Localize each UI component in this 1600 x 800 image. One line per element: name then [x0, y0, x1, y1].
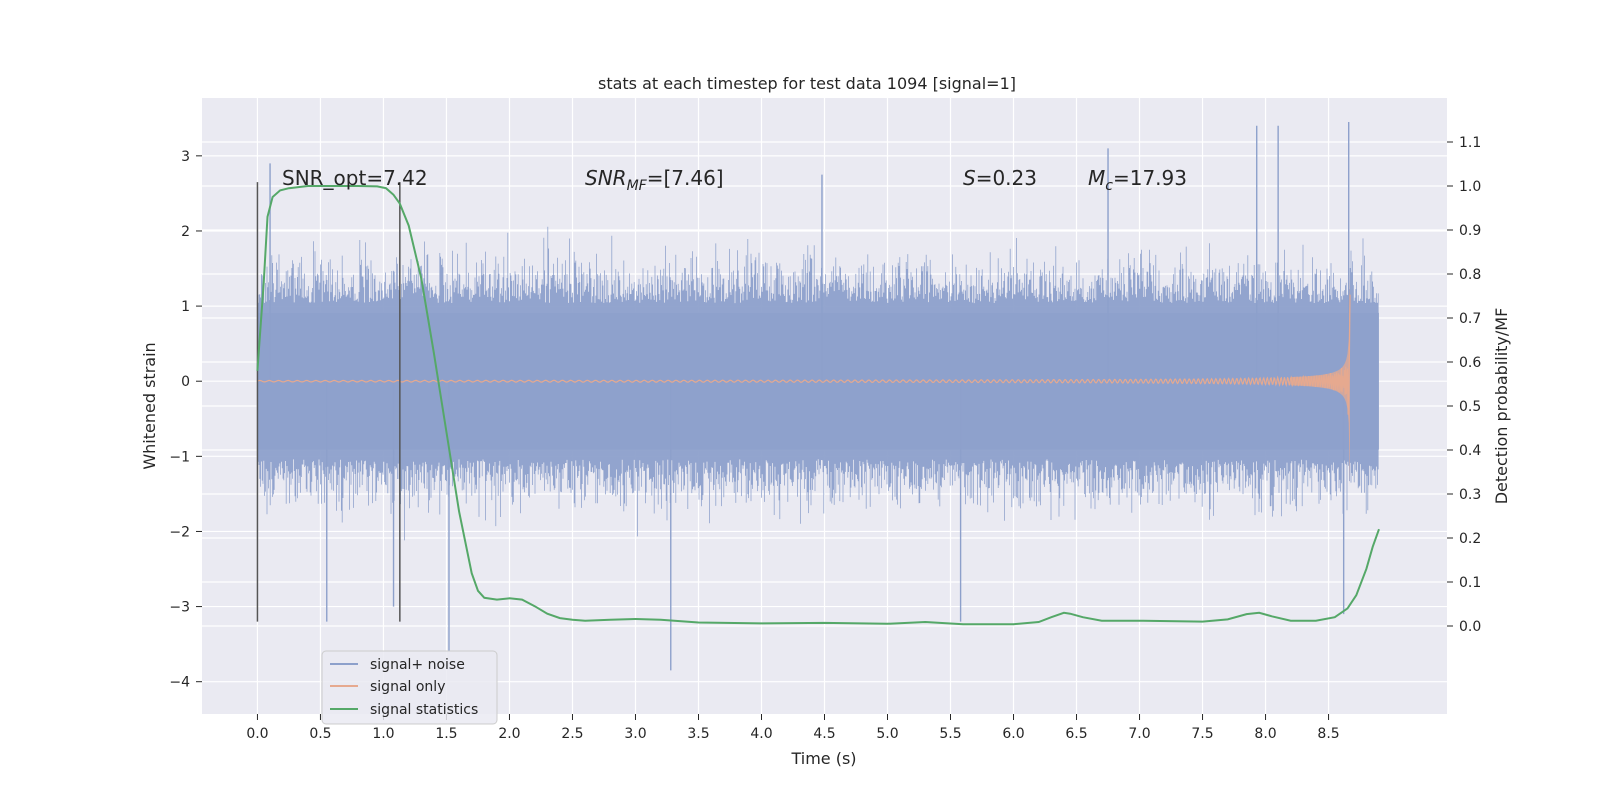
x-tick-label: 5.5: [939, 726, 961, 742]
x-tick-label: 2.0: [498, 726, 520, 742]
y-right-tick-label: 0.1: [1459, 575, 1481, 591]
snr-mf-value: =[7.46]: [647, 166, 724, 190]
y-right-tick-label: 0.5: [1459, 399, 1481, 415]
y-right-tick-label: 0.0: [1459, 619, 1481, 635]
y-right-tick-label: 1.0: [1459, 179, 1481, 195]
y-tick-label: 3: [181, 149, 190, 165]
mc-sub: c: [1105, 178, 1113, 194]
y-tick-label: 0: [181, 374, 190, 390]
x-tick-label: 0.0: [246, 726, 268, 742]
mc-prefix: M: [1088, 166, 1105, 190]
signal-only-series: [257, 276, 1351, 487]
x-tick-label: 8.5: [1317, 726, 1339, 742]
legend-label-signal-statistics: signal statistics: [370, 702, 478, 718]
y-axis-ticks: −4 −3 −2 −1 0 1 2 3: [169, 149, 202, 691]
chirp-trace: [257, 294, 1351, 415]
x-tick-label: 2.5: [561, 726, 583, 742]
s-value: =0.23: [976, 166, 1037, 190]
y-right-tick-label: 0.6: [1459, 355, 1481, 371]
legend-label-signal-only: signal only: [370, 679, 445, 695]
vertical-markers: [256, 182, 401, 622]
x-tick-label: 1.5: [435, 726, 457, 742]
y-tick-label: −2: [169, 524, 190, 540]
y-right-tick-label: 0.2: [1459, 531, 1481, 547]
x-tick-label: 8.0: [1254, 726, 1276, 742]
y-right-tick-label: 0.3: [1459, 487, 1481, 503]
x-axis-ticks: 0.0 0.5 1.0 1.5 2.0 2.5 3.0 3.5 4.0 4.5 5.0 5.5 6.0 6…: [246, 714, 1340, 742]
y-right-tick-label: 0.7: [1459, 311, 1481, 327]
y-right-tick-label: 0.9: [1459, 223, 1481, 239]
y-right-tick-label: 1.1: [1459, 135, 1481, 151]
annotation-snr-opt: SNR_opt=7.42: [282, 166, 428, 190]
x-tick-label: 7.0: [1128, 726, 1150, 742]
y-tick-label: −4: [169, 675, 190, 691]
y-tick-label: −1: [169, 449, 190, 465]
x-tick-label: 0.5: [309, 726, 331, 742]
y-tick-label: 2: [181, 224, 190, 240]
y-tick-label: −3: [169, 600, 190, 616]
x-tick-label: 5.0: [876, 726, 898, 742]
legend-box: [321, 650, 498, 725]
annotation-mc: Mc=17.93: [1088, 166, 1187, 194]
legend: signal+ noise signal only signal statist…: [321, 650, 498, 725]
annotation-s: S=0.23: [963, 166, 1037, 190]
snr-mf-sub: MF: [627, 178, 648, 194]
x-tick-label: 1.0: [372, 726, 394, 742]
x-tick-label: 6.5: [1065, 726, 1087, 742]
x-tick-label: 6.0: [1002, 726, 1024, 742]
y-right-axis-label: Detection probability/MF: [1492, 308, 1511, 505]
y-axis-label: Whitened strain: [140, 342, 159, 469]
snr-mf-prefix: SNR: [585, 166, 627, 190]
x-tick-label: 4.5: [813, 726, 835, 742]
x-axis-label: Time (s): [790, 749, 856, 768]
x-tick-label: 3.0: [624, 726, 646, 742]
x-tick-label: 4.0: [750, 726, 772, 742]
chirp-envelope: [1290, 276, 1350, 487]
y-tick-label: 1: [181, 299, 190, 315]
mc-value: =17.93: [1113, 166, 1187, 190]
signal-statistics-line: [256, 185, 1380, 626]
y-right-tick-label: 0.8: [1459, 267, 1481, 283]
chart-title: stats at each timestep for test data 109…: [598, 74, 1016, 93]
y-right-axis-ticks: 0.0 0.1 0.2 0.3 0.4 0.5 0.6 0.7 0.8 0.9 1.0 1.1: [1447, 135, 1481, 635]
legend-label-signal-noise: signal+ noise: [370, 657, 465, 673]
x-tick-label: 7.5: [1191, 726, 1213, 742]
s-prefix: S: [963, 166, 976, 190]
x-tick-label: 3.5: [687, 726, 709, 742]
annotation-snr-mf: SNRMF=[7.46]: [585, 166, 724, 194]
y-right-tick-label: 0.4: [1459, 443, 1481, 459]
